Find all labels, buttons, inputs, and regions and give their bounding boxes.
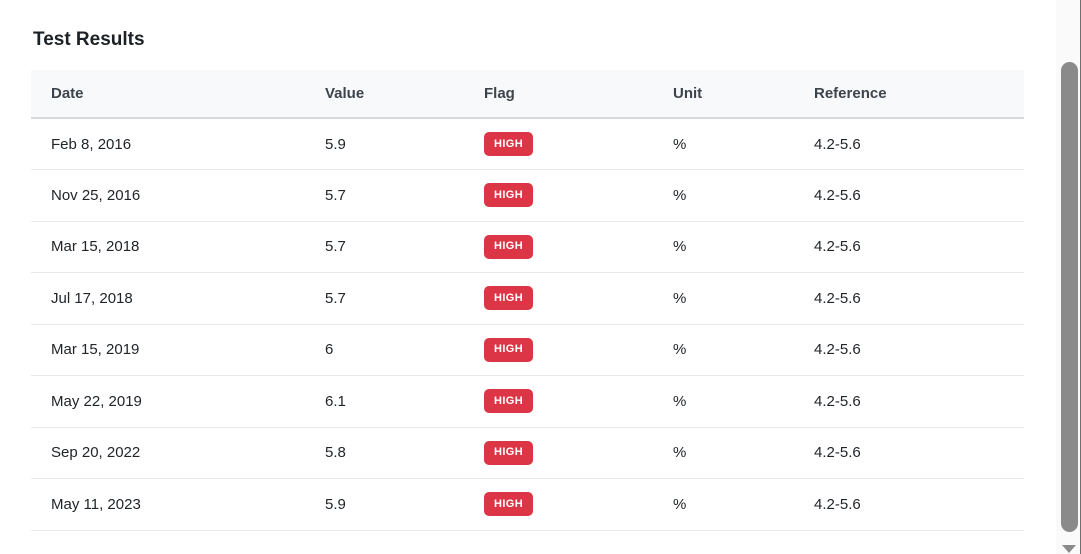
flag-cell: HIGH [464,221,653,273]
flag-high-badge: HIGH [484,132,534,156]
date-cell: Feb 8, 2016 [31,118,305,170]
unit-cell: % [653,169,794,222]
table-row: Sep 20, 2022 5.8 HIGH % 4.2-5.6 [31,427,1024,479]
flag-cell: HIGH [464,324,653,376]
date-cell: Sep 20, 2022 [31,427,305,479]
unit-cell: % [653,324,794,376]
table-header-row: Date Value Flag Unit Reference [31,70,1024,119]
vertical-scrollbar-thumb[interactable] [1061,62,1078,532]
flag-cell: HIGH [464,427,653,479]
table-row: Nov 25, 2016 5.7 HIGH % 4.2-5.6 [31,169,1024,222]
reference-cell: 4.2-5.6 [794,221,1024,273]
flag-cell: HIGH [464,118,653,170]
value-cell: 5.7 [305,221,464,273]
column-header-unit: Unit [653,70,794,119]
flag-high-badge: HIGH [484,183,534,208]
date-cell: Jul 17, 2018 [31,272,305,325]
flag-high-badge: HIGH [484,234,534,259]
unit-cell: % [653,118,794,170]
flag-cell: HIGH [464,169,653,222]
date-cell: May 22, 2019 [31,375,305,428]
value-cell: 5.8 [305,427,464,479]
table-body: Feb 8, 2016 5.9 HIGH % 4.2-5.6 Nov 25, 2… [31,118,1024,531]
reference-cell: 4.2-5.6 [794,272,1024,325]
page-title: Test Results [33,29,145,50]
table-row: May 11, 2023 5.9 HIGH % 4.2-5.6 [31,478,1024,531]
table-row: May 22, 2019 6.1 HIGH % 4.2-5.6 [31,375,1024,428]
unit-cell: % [653,478,794,531]
date-cell: Mar 15, 2019 [31,324,305,376]
reference-cell: 4.2-5.6 [794,324,1024,376]
table-row: Mar 15, 2018 5.7 HIGH % 4.2-5.6 [31,221,1024,273]
reference-cell: 4.2-5.6 [794,478,1024,531]
scrollbar-arrow-down-icon[interactable] [1062,545,1076,553]
unit-cell: % [653,375,794,428]
date-cell: Nov 25, 2016 [31,169,305,222]
value-cell: 5.9 [305,478,464,531]
table-header: Date Value Flag Unit Reference [31,70,1024,119]
reference-cell: 4.2-5.6 [794,169,1024,222]
table-row: Jul 17, 2018 5.7 HIGH % 4.2-5.6 [31,272,1024,325]
flag-high-badge: HIGH [484,337,534,362]
column-header-date: Date [31,70,305,119]
column-header-reference: Reference [794,70,1024,119]
table-row: Feb 8, 2016 5.9 HIGH % 4.2-5.6 [31,118,1024,170]
value-cell: 6.1 [305,375,464,428]
main-content: Test Results Date Value Flag Unit Refere… [31,0,1024,531]
flag-cell: HIGH [464,272,653,325]
reference-cell: 4.2-5.6 [794,375,1024,428]
reference-cell: 4.2-5.6 [794,118,1024,170]
value-cell: 6 [305,324,464,376]
date-cell: Mar 15, 2018 [31,221,305,273]
value-cell: 5.9 [305,118,464,170]
test-results-table: Date Value Flag Unit Reference Feb 8, 20… [31,70,1024,531]
date-cell: May 11, 2023 [31,478,305,531]
value-cell: 5.7 [305,169,464,222]
flag-high-badge: HIGH [484,389,534,414]
unit-cell: % [653,427,794,479]
unit-cell: % [653,272,794,325]
flag-cell: HIGH [464,375,653,428]
column-header-flag: Flag [464,70,653,119]
reference-cell: 4.2-5.6 [794,427,1024,479]
flag-high-badge: HIGH [484,440,534,465]
unit-cell: % [653,221,794,273]
table-row: Mar 15, 2019 6 HIGH % 4.2-5.6 [31,324,1024,376]
flag-high-badge: HIGH [484,286,534,311]
column-header-value: Value [305,70,464,119]
flag-high-badge: HIGH [484,492,534,517]
flag-cell: HIGH [464,478,653,531]
value-cell: 5.7 [305,272,464,325]
